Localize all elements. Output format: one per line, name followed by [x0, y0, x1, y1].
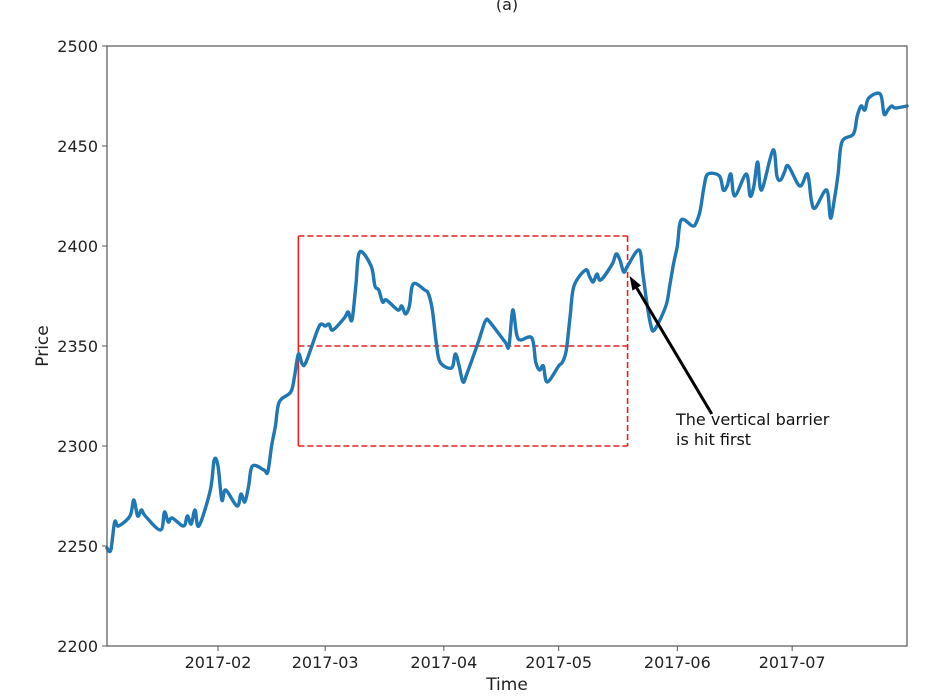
- annotation-text-line: The vertical barrier: [675, 410, 830, 429]
- x-tick-label: 2017-04: [410, 653, 477, 672]
- y-tick-label: 2500: [57, 37, 98, 56]
- y-axis-label: Price: [33, 325, 53, 366]
- annotation: The vertical barrier is hit first: [629, 276, 830, 449]
- barrier-box: [297, 235, 629, 447]
- series-layer: [105, 91, 909, 554]
- x-tick-label: 2017-02: [185, 653, 252, 672]
- x-tick-label: 2017-05: [525, 653, 592, 672]
- y-axis: 2200 2250 2300 2350 2400 2450 2500: [57, 37, 107, 656]
- annotation-arrow-shaft: [635, 287, 714, 415]
- y-tick-label: 2400: [57, 237, 98, 256]
- x-tick-label: 2017-06: [644, 653, 711, 672]
- x-axis-label: Time: [485, 675, 528, 695]
- y-tick-label: 2300: [57, 437, 98, 456]
- x-tick-label: 2017-03: [292, 653, 359, 672]
- y-tick-label: 2250: [57, 537, 98, 556]
- annotation-text-line: is hit first: [676, 430, 751, 449]
- y-tick-label: 2350: [57, 337, 98, 356]
- annotation-arrow-head: [629, 276, 642, 291]
- price-series-line-0: [105, 91, 909, 554]
- x-tick-label: 2017-07: [759, 653, 826, 672]
- y-tick-label: 2200: [57, 637, 98, 656]
- chart-title: (a): [496, 0, 518, 14]
- x-axis: 2017-02 2017-03 2017-04 2017-05 2017-06 2017-…: [185, 646, 826, 672]
- y-tick-label: 2450: [57, 137, 98, 156]
